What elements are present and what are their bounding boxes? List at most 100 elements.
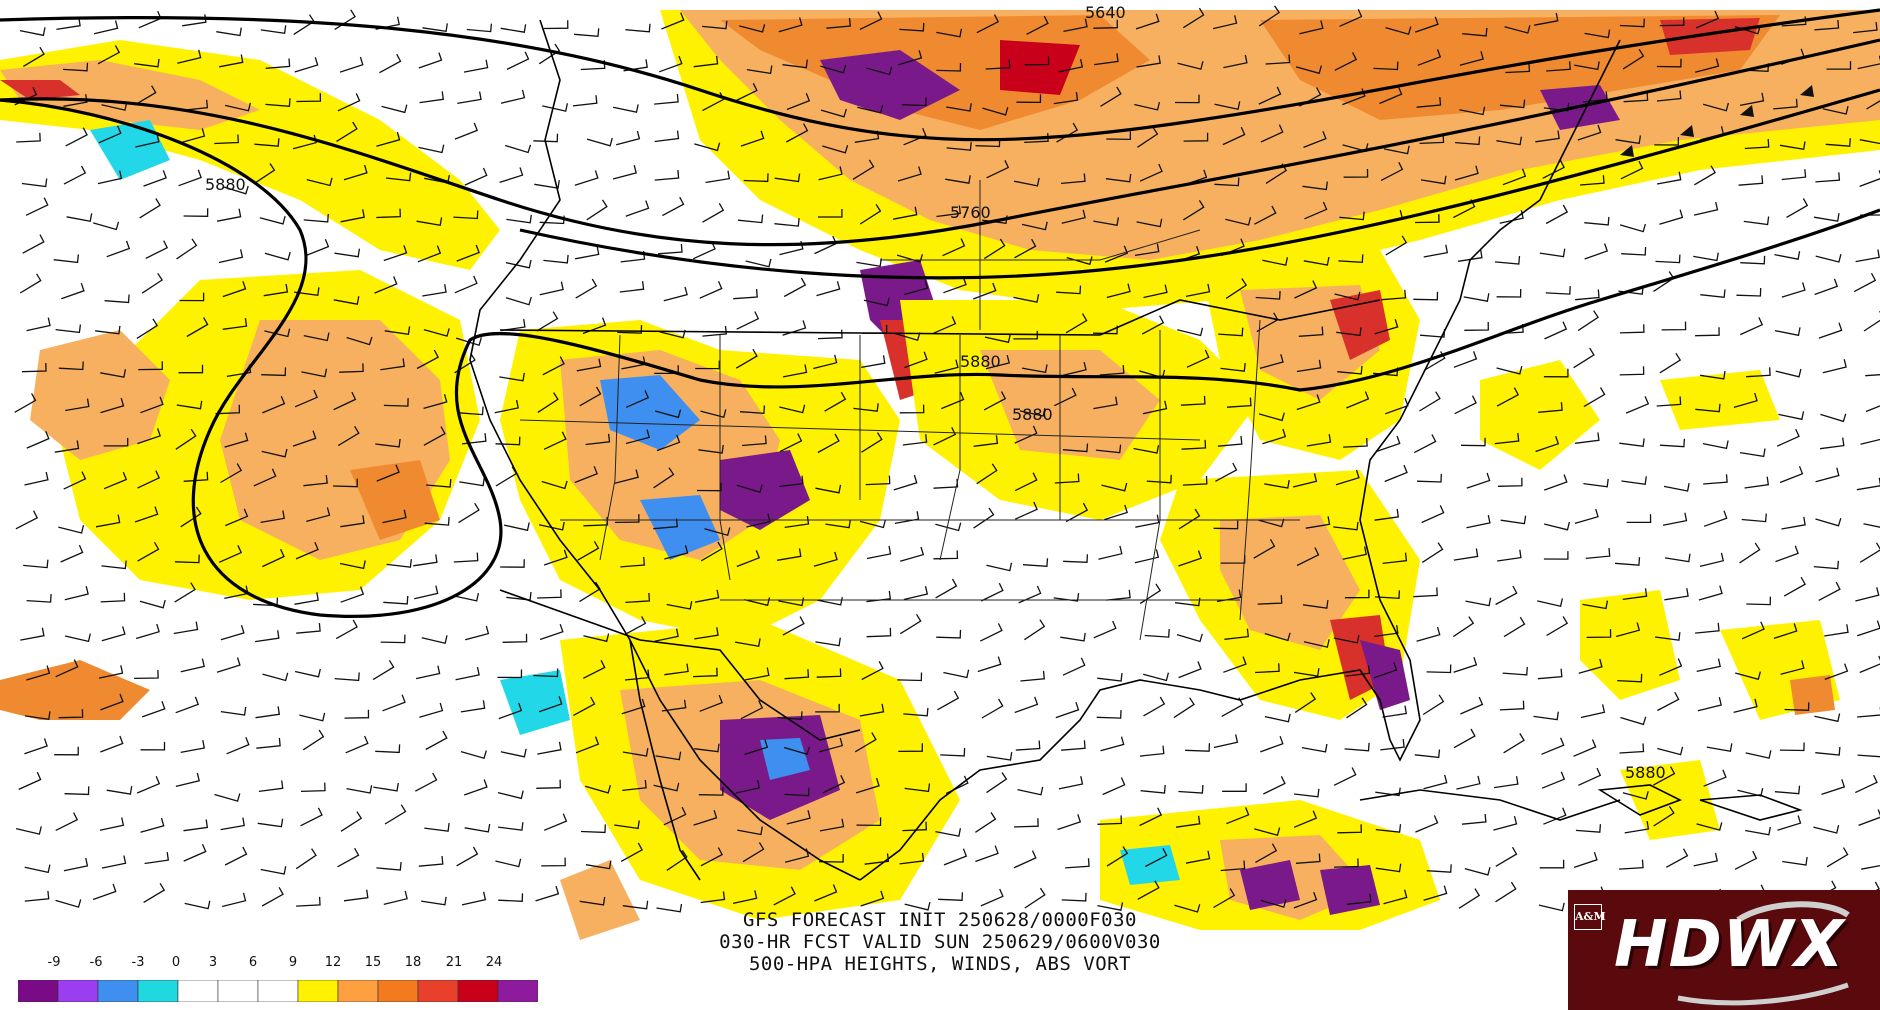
wind-barb — [826, 17, 852, 29]
wind-barb — [100, 397, 125, 414]
wind-barb — [1423, 774, 1448, 790]
wind-barb — [302, 729, 325, 751]
wind-barb — [904, 783, 931, 793]
wind-barb — [1414, 749, 1441, 759]
wind-barb — [1746, 596, 1772, 606]
wind-barb — [1460, 437, 1486, 447]
wind-barb — [1619, 438, 1645, 448]
wind-barb — [466, 23, 493, 33]
wind-barb — [861, 355, 886, 369]
wind-barb — [746, 513, 771, 528]
wind-barb — [1659, 17, 1685, 27]
wind-barb — [294, 592, 319, 605]
wind-barb — [899, 852, 925, 865]
wind-barb — [702, 325, 728, 337]
wind-barb — [693, 667, 718, 678]
wind-barb — [1375, 787, 1401, 797]
wind-barb — [1538, 902, 1565, 912]
wind-barb — [19, 27, 46, 37]
contour-label: 5880 — [1012, 405, 1053, 424]
wind-barb — [1653, 766, 1676, 786]
wind-barb — [463, 59, 489, 73]
wind-barb — [224, 102, 251, 112]
wind-barb — [26, 665, 51, 681]
wind-barb — [980, 623, 1003, 642]
wind-barb — [345, 735, 369, 754]
wind-barb — [337, 847, 360, 868]
wind-barb — [54, 440, 80, 453]
wind-barb — [137, 541, 160, 562]
wind-barb — [536, 779, 561, 789]
wind-barb — [1053, 92, 1079, 105]
wind-barb — [1741, 513, 1767, 523]
wind-barb — [1703, 510, 1728, 527]
wind-barb — [983, 238, 1006, 260]
wind-barb — [1146, 474, 1172, 484]
wind-barb — [183, 843, 207, 862]
wind-barb — [1586, 629, 1612, 639]
wind-barb — [1380, 739, 1405, 751]
wind-barb — [700, 541, 723, 562]
wind-barb — [542, 356, 565, 376]
colorbar-tick: 9 — [288, 955, 298, 970]
wind-barb — [732, 890, 758, 905]
wind-barb — [135, 133, 160, 148]
wind-barb — [1105, 173, 1132, 183]
wind-barb — [220, 463, 243, 484]
wind-barb — [1695, 58, 1720, 73]
wind-barb — [1543, 551, 1569, 560]
wind-barb — [383, 245, 408, 262]
wind-barb — [1213, 734, 1239, 749]
wind-barb — [1659, 658, 1683, 676]
wind-barb — [946, 103, 972, 112]
wind-barb — [99, 817, 125, 831]
wind-barb — [15, 510, 39, 530]
wind-barb — [1503, 733, 1525, 754]
wind-barb — [1056, 285, 1082, 295]
wind-barb — [616, 130, 641, 146]
wind-barb — [904, 901, 931, 911]
wind-barb — [1819, 437, 1845, 450]
wind-barb — [505, 144, 532, 154]
wind-barb — [21, 362, 47, 373]
wind-barb — [258, 780, 284, 793]
wind-barb — [376, 131, 401, 147]
wind-barb — [416, 349, 439, 370]
wind-barb — [386, 559, 412, 568]
wind-barb — [1420, 175, 1447, 185]
wind-barb — [1416, 626, 1441, 642]
wind-barb — [943, 276, 967, 294]
wind-barb — [1773, 623, 1798, 640]
wind-barb — [744, 739, 769, 756]
wind-barb — [1106, 131, 1132, 141]
wind-barb — [263, 283, 289, 297]
wind-barb — [140, 817, 165, 833]
wind-barb — [1144, 629, 1170, 638]
wind-barb — [782, 364, 808, 378]
colorbar-tick: 18 — [404, 955, 422, 970]
wind-barb — [333, 391, 357, 411]
wind-barb — [856, 258, 883, 268]
wind-barb — [95, 514, 121, 528]
wind-barb — [1255, 291, 1281, 300]
wind-barb — [1619, 324, 1645, 334]
wind-barb — [779, 475, 804, 488]
wind-barb — [1624, 820, 1650, 834]
wind-barb — [261, 886, 284, 907]
wind-barb — [936, 62, 962, 72]
wind-barb — [1699, 552, 1725, 568]
wind-barb — [460, 700, 486, 713]
wind-barb — [1136, 55, 1161, 68]
wind-barb — [1264, 479, 1290, 489]
wind-barb — [774, 218, 800, 227]
wind-barb — [1533, 711, 1559, 721]
wind-barb — [1134, 243, 1160, 257]
colorbar-swatch — [297, 980, 339, 1002]
wind-barb — [892, 206, 918, 220]
wind-barb — [173, 621, 199, 635]
wind-barb — [214, 134, 239, 145]
wind-barb — [1058, 776, 1084, 790]
wind-barb — [1700, 370, 1726, 380]
wind-barb — [262, 672, 289, 682]
wind-barb — [1345, 665, 1371, 677]
